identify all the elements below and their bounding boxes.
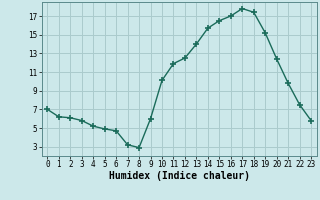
X-axis label: Humidex (Indice chaleur): Humidex (Indice chaleur) xyxy=(109,171,250,181)
